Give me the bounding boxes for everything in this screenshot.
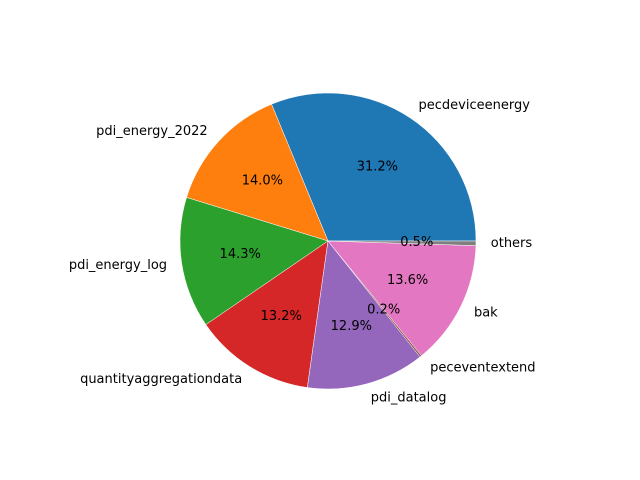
- pct-label-pecdeviceenergy: 31.2%: [357, 160, 398, 175]
- slice-label-pdi-datalog: pdi_datalog: [371, 391, 447, 406]
- pct-label-peceventextend: 0.2%: [367, 303, 400, 318]
- pct-label-pdi-energy-log: 14.3%: [220, 247, 261, 262]
- pie-slice-pdi-datalog: [307, 240, 421, 390]
- pie-slice-pdi-energy-log: [179, 197, 329, 325]
- pie-slice-pdi-energy-2022: [186, 103, 329, 242]
- slice-label-others: others: [491, 236, 533, 251]
- slice-label-quantityaggregationdata: quantityaggregationdata: [80, 372, 242, 387]
- pct-label-pdi-datalog: 12.9%: [331, 319, 372, 334]
- pct-label-quantityaggregationdata: 13.2%: [261, 309, 302, 324]
- pie-labels: 31.2% pecdeviceenergy 14.0% pdi_energy_2022…: [69, 98, 536, 405]
- pie-slice-bak: [327, 240, 477, 357]
- pct-label-others: 0.5%: [400, 235, 433, 250]
- pie-slices: [179, 92, 477, 390]
- pie-slice-others: [327, 240, 477, 246]
- pct-label-pdi-energy-2022: 14.0%: [242, 174, 283, 189]
- slice-label-pecdeviceenergy: pecdeviceenergy: [419, 98, 531, 113]
- pie-slice-pecdeviceenergy: [271, 92, 477, 242]
- pct-label-bak: 13.6%: [387, 273, 428, 288]
- slice-label-pdi-energy-2022: pdi_energy_2022: [96, 124, 208, 139]
- slice-label-bak: bak: [474, 306, 498, 321]
- slice-label-pdi-energy-log: pdi_energy_log: [69, 258, 167, 273]
- slice-label-peceventextend: peceventextend: [430, 360, 535, 375]
- pie-slice-quantityaggregationdata: [205, 240, 329, 388]
